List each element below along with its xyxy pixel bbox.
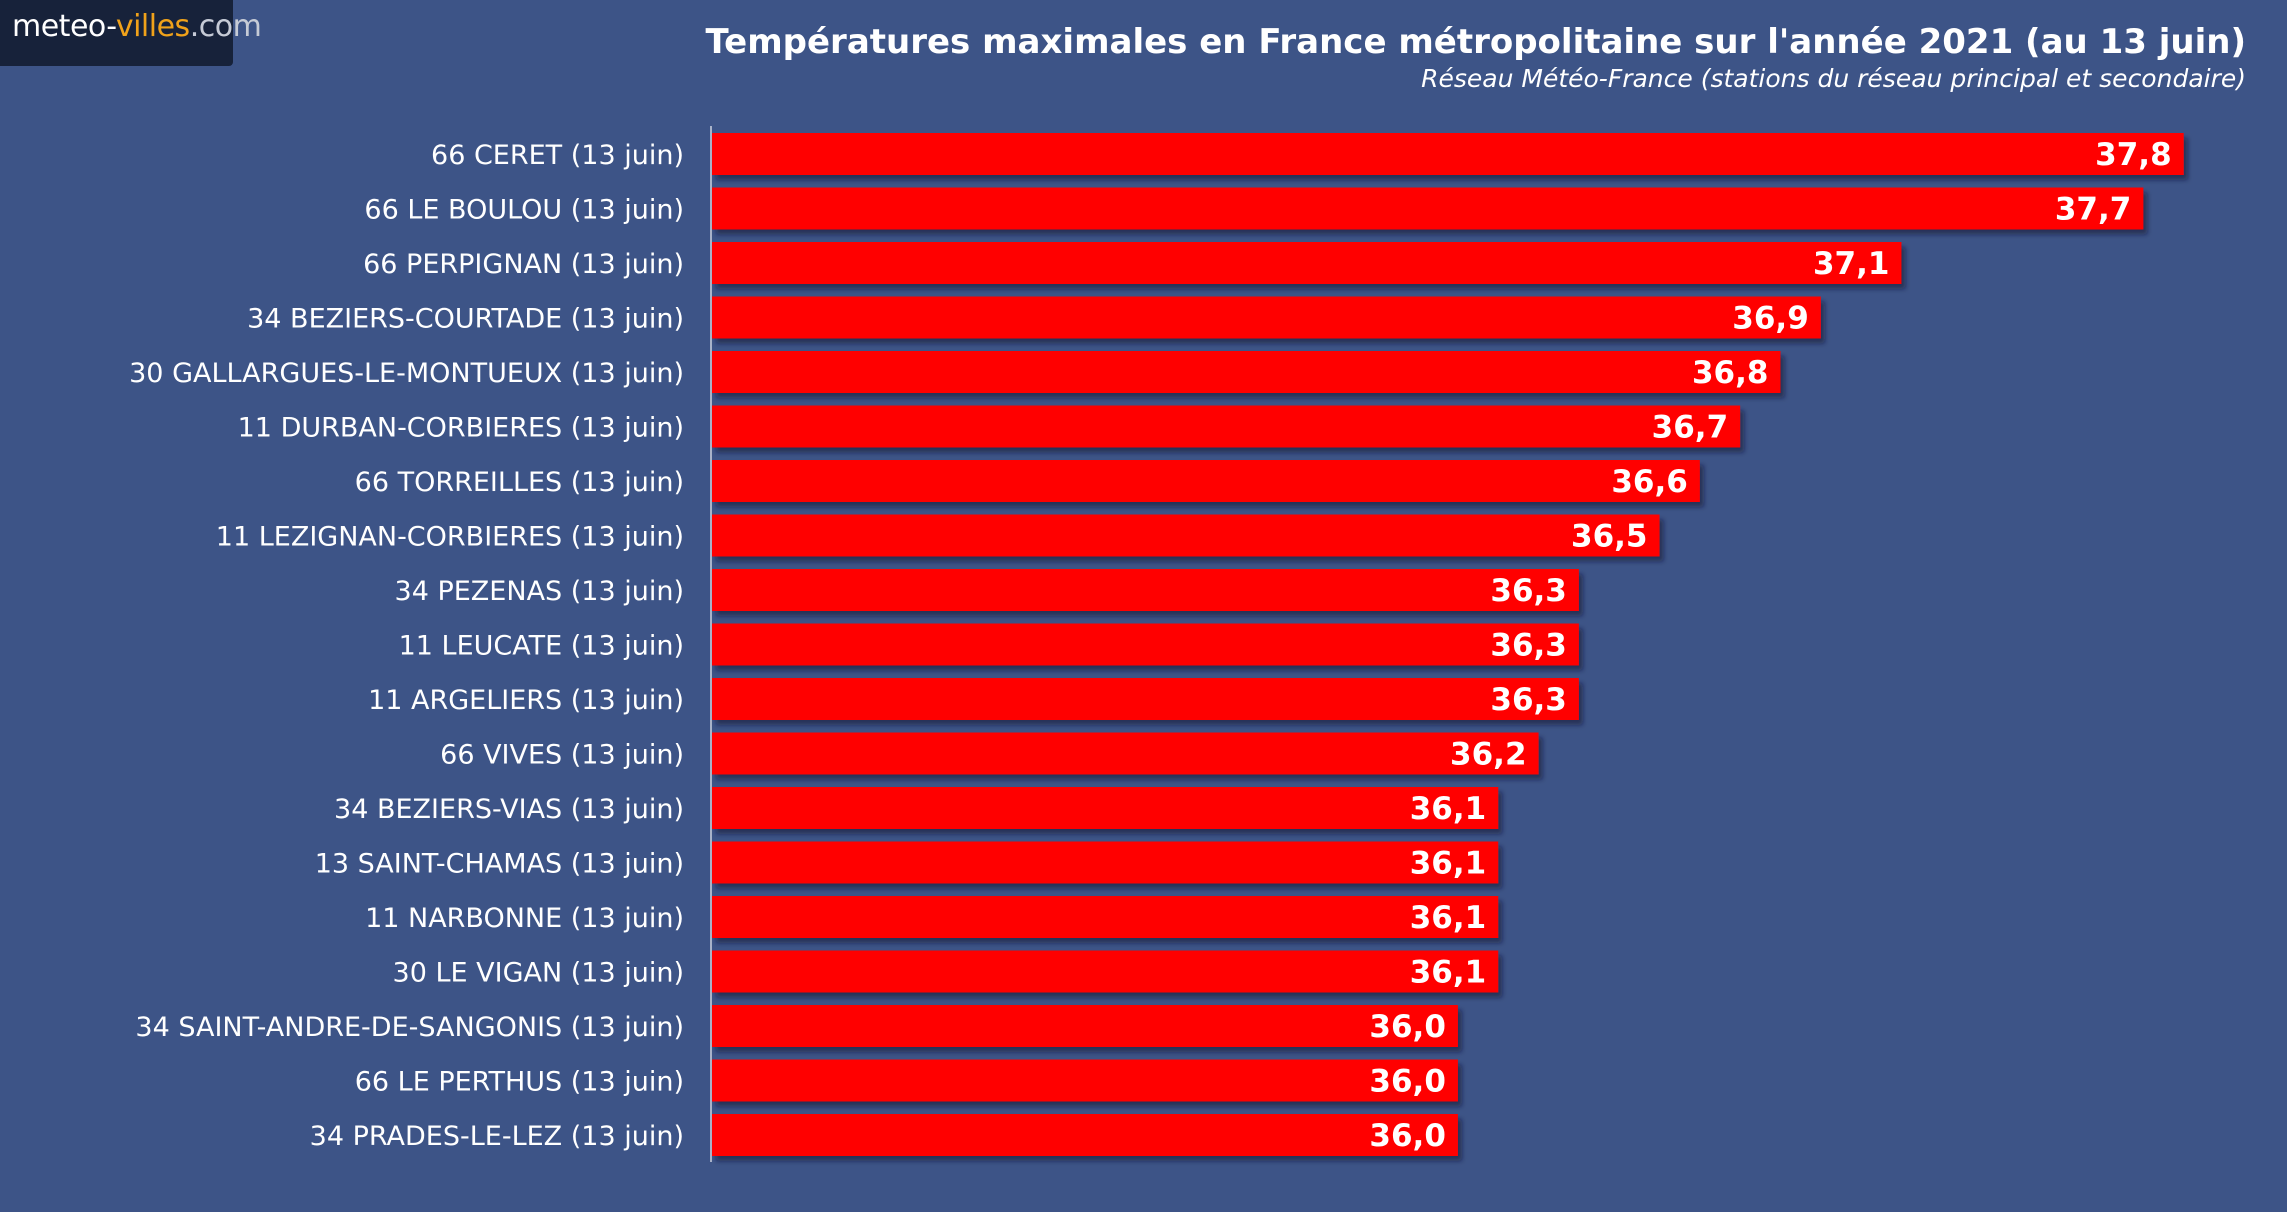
value-label-10: 36,3 (1490, 628, 1567, 664)
value-labels-group: 37,837,737,136,936,836,736,636,536,336,3… (1369, 137, 2171, 1154)
bar-16 (712, 950, 1499, 993)
value-label-11: 36,3 (1490, 682, 1567, 718)
logo-part-domain: .com (189, 9, 262, 44)
value-label-18: 36,0 (1369, 1064, 1446, 1100)
bar-12 (712, 732, 1539, 775)
value-label-4: 36,9 (1732, 301, 1809, 337)
value-label-1: 37,8 (2095, 137, 2172, 173)
bar-13 (712, 787, 1499, 829)
bar-5 (712, 351, 1781, 393)
category-label-2: 66 LE BOULOU (13 juin) (364, 195, 684, 226)
value-label-9: 36,3 (1490, 573, 1567, 609)
bar-9 (712, 569, 1579, 611)
value-label-13: 36,1 (1410, 791, 1487, 827)
bar-1 (712, 133, 2184, 175)
bar-17 (712, 1005, 1458, 1047)
chart-subtitle: Réseau Météo-France (stations du réseau … (1421, 64, 2246, 93)
category-label-6: 11 DURBAN-CORBIERES (13 juin) (238, 413, 684, 444)
value-label-15: 36,1 (1410, 900, 1487, 936)
value-label-6: 36,7 (1652, 410, 1729, 446)
value-label-2: 37,7 (2055, 192, 2132, 228)
bar-2 (712, 187, 2144, 230)
value-label-16: 36,1 (1410, 955, 1487, 991)
bar-8 (712, 514, 1660, 557)
chart-title: Températures maximales en France métropo… (705, 22, 2246, 62)
value-label-3: 37,1 (1813, 246, 1890, 282)
category-label-19: 34 PRADES-LE-LEZ (13 juin) (310, 1121, 684, 1152)
category-label-3: 66 PERPIGNAN (13 juin) (363, 249, 684, 280)
value-label-19: 36,0 (1369, 1118, 1446, 1154)
bar-6 (712, 405, 1741, 448)
value-label-7: 36,6 (1611, 464, 1688, 500)
category-label-1: 66 CERET (13 juin) (431, 140, 684, 171)
bar-10 (712, 623, 1579, 666)
bar-11 (712, 678, 1579, 720)
bar-15 (712, 896, 1499, 938)
bar-19 (712, 1114, 1458, 1156)
category-label-4: 34 BEZIERS-COURTADE (13 juin) (247, 304, 684, 335)
bar-14 (712, 841, 1499, 884)
category-label-18: 66 LE PERTHUS (13 juin) (355, 1067, 684, 1098)
value-label-14: 36,1 (1410, 846, 1487, 882)
category-label-15: 11 NARBONNE (13 juin) (365, 903, 684, 934)
logo-part-villes: villes (115, 9, 190, 44)
logo-part-meteo: meteo- (12, 9, 116, 44)
category-label-7: 66 TORREILLES (13 juin) (355, 467, 684, 498)
category-label-12: 66 VIVES (13 juin) (440, 740, 684, 771)
value-label-17: 36,0 (1369, 1009, 1446, 1045)
value-label-5: 36,8 (1692, 355, 1769, 391)
bars-group (712, 133, 2184, 1156)
category-label-9: 34 PEZENAS (13 juin) (395, 576, 684, 607)
bar-7 (712, 460, 1700, 502)
category-label-8: 11 LEZIGNAN-CORBIERES (13 juin) (216, 522, 684, 553)
bar-18 (712, 1059, 1458, 1102)
category-label-13: 34 BEZIERS-VIAS (13 juin) (334, 794, 684, 825)
bar-3 (712, 242, 1902, 284)
category-label-5: 30 GALLARGUES-LE-MONTUEUX (13 juin) (129, 358, 684, 389)
bar-4 (712, 296, 1821, 339)
value-label-8: 36,5 (1571, 519, 1648, 555)
category-label-16: 30 LE VIGAN (13 juin) (393, 958, 684, 989)
category-label-10: 11 LEUCATE (13 juin) (399, 631, 684, 662)
value-label-12: 36,2 (1450, 737, 1527, 773)
category-label-17: 34 SAINT-ANDRE-DE-SANGONIS (13 juin) (135, 1012, 684, 1043)
category-label-14: 13 SAINT-CHAMAS (13 juin) (315, 849, 684, 880)
category-labels-group: 66 CERET (13 juin) 66 LE BOULOU (13 juin)… (129, 140, 684, 1152)
site-logo: meteo-villes.com (0, 0, 262, 66)
category-label-11: 11 ARGELIERS (13 juin) (368, 685, 684, 716)
